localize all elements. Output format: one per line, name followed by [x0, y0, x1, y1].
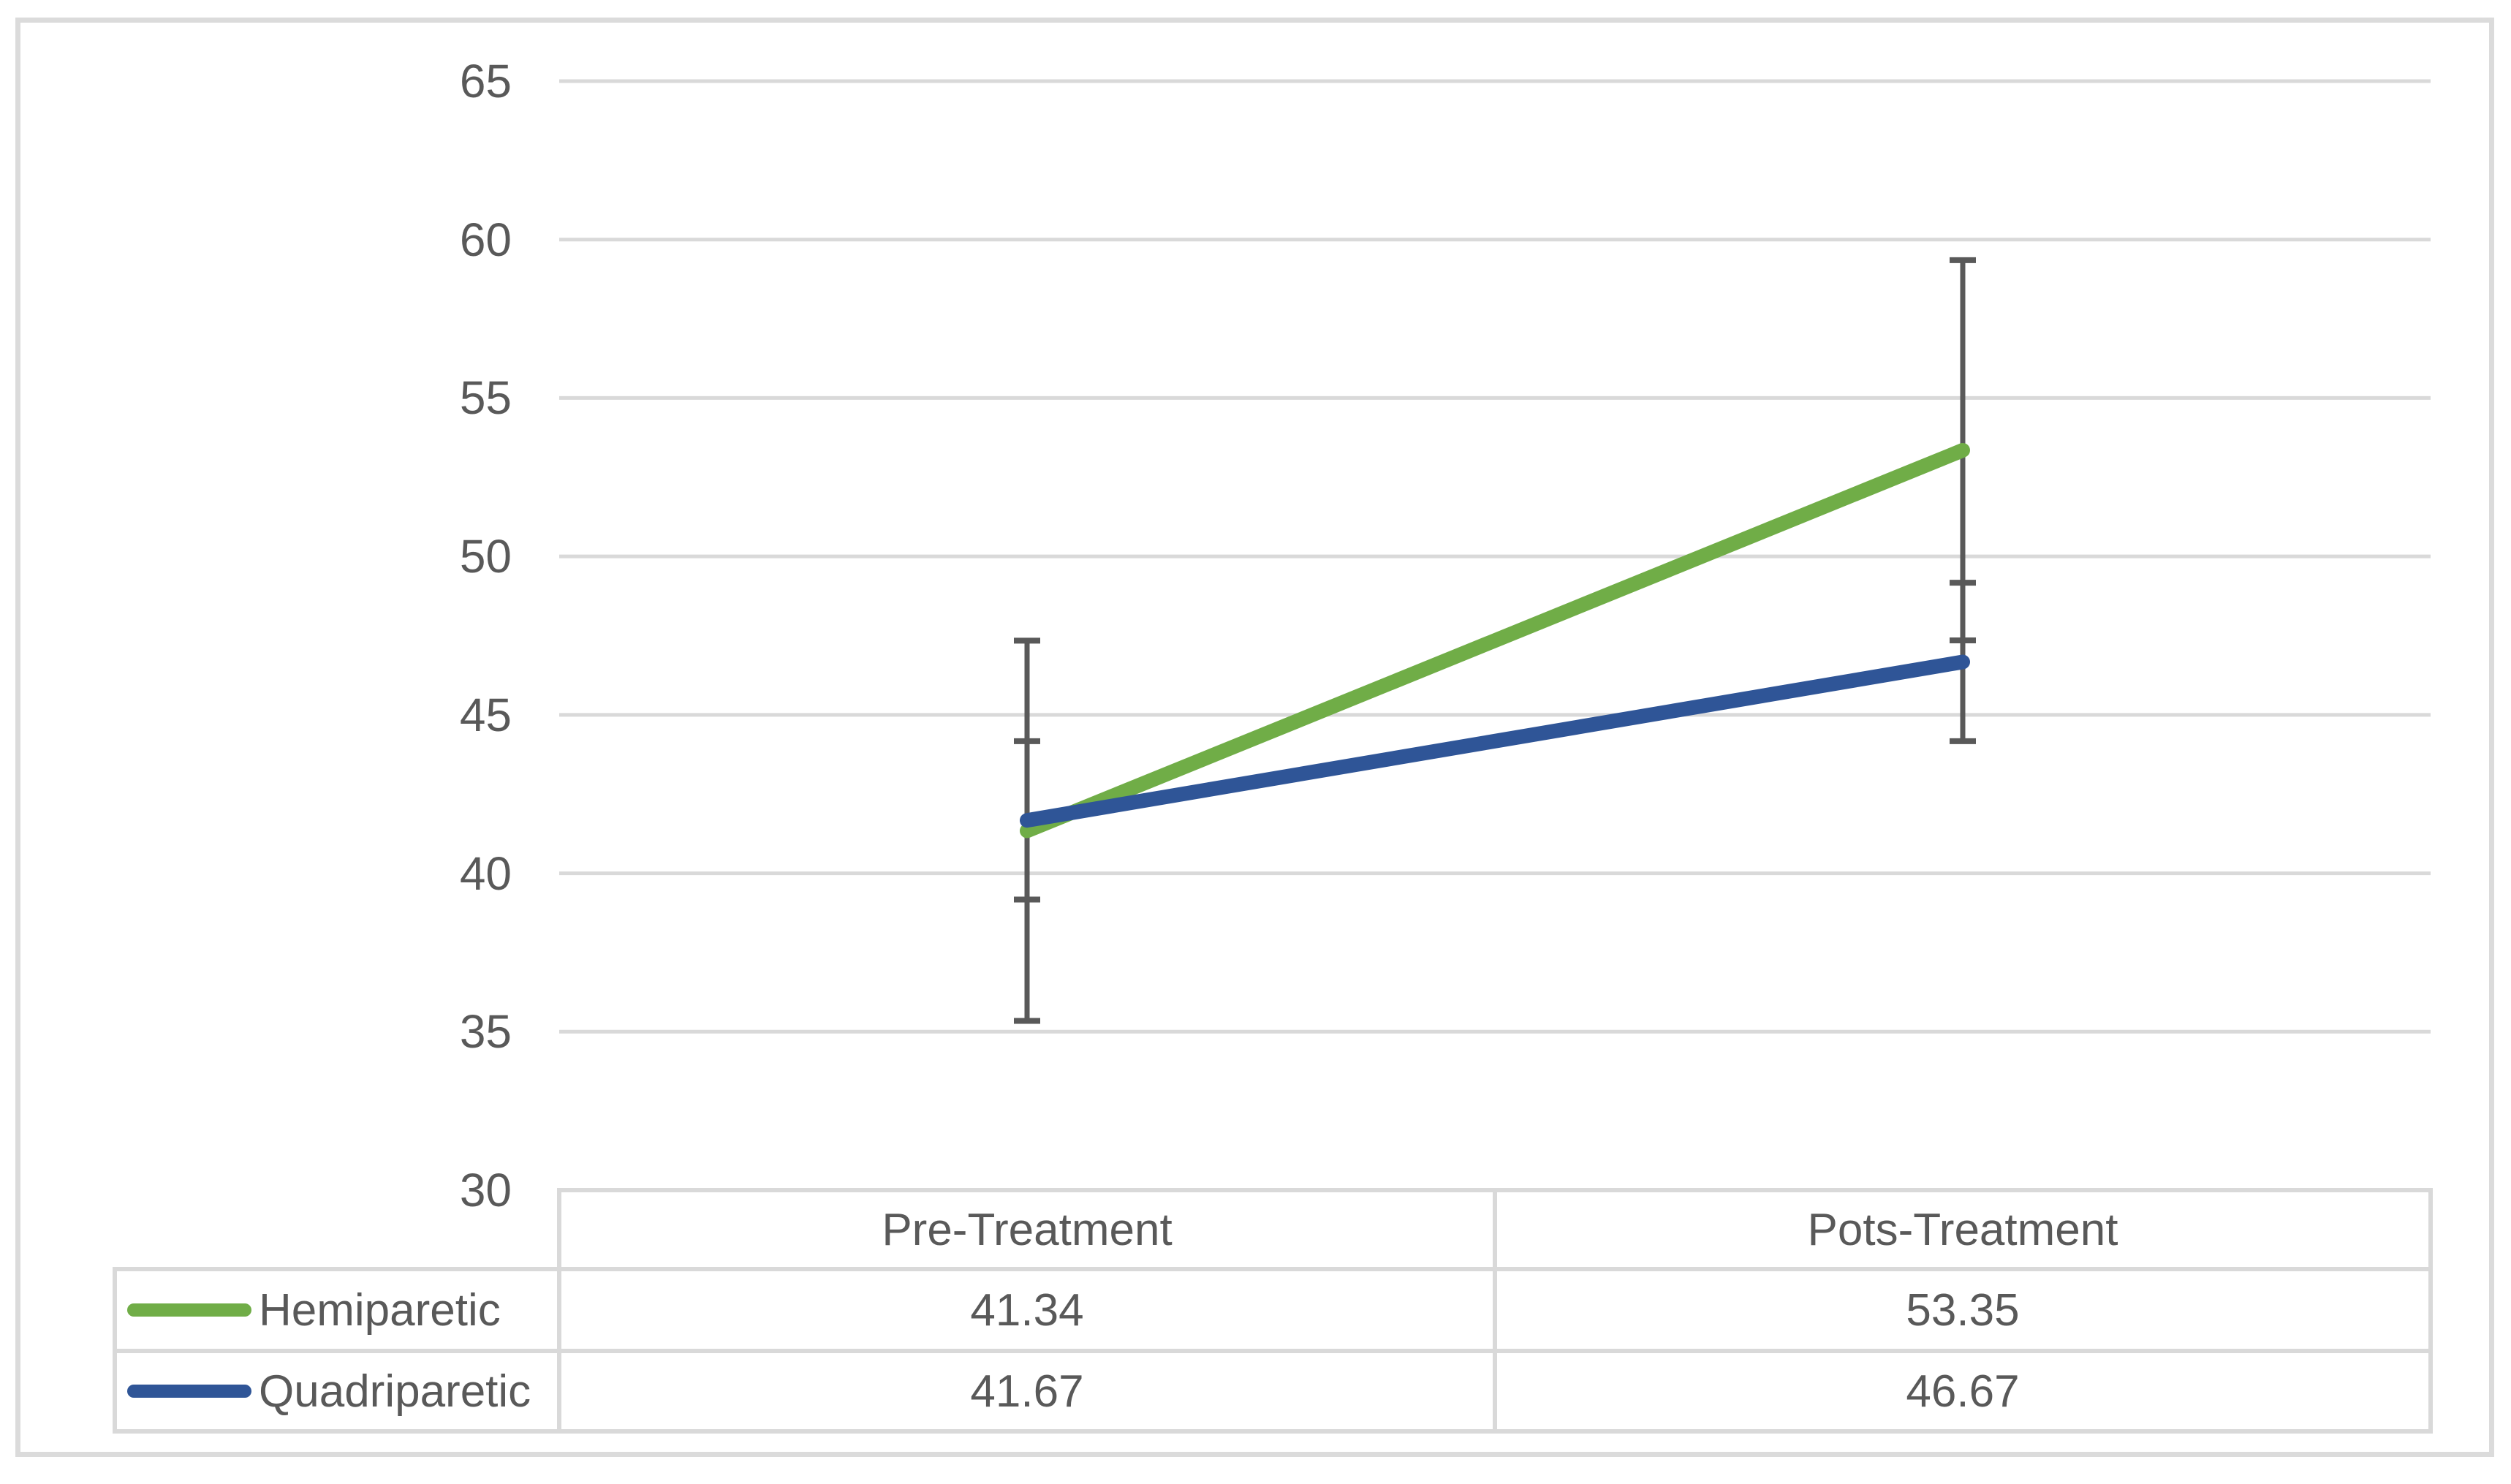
table-border-header-bottom — [115, 1267, 2431, 1271]
y-axis-label-60: 60 — [459, 213, 512, 266]
legend-item-quadriparetic: Quadriparetic — [117, 1353, 557, 1429]
table-border-column-divider — [1493, 1188, 1497, 1434]
table-value-quadriparetic-pre: 41.67 — [970, 1366, 1084, 1417]
hemiparetic-line-swatch — [127, 1303, 251, 1317]
y-axis-label-45: 45 — [459, 688, 512, 741]
series-line-hemiparetic — [1020, 442, 1970, 838]
table-border-row-divider — [115, 1349, 2431, 1353]
y-axis-label-40: 40 — [459, 847, 512, 900]
y-axis-label-30: 30 — [459, 1164, 512, 1216]
table-value-quadriparetic-pots: 46.67 — [1906, 1366, 2020, 1417]
figure-border — [15, 18, 2494, 1457]
series-line-quadriparetic — [1020, 654, 1970, 828]
legend-item-hemiparetic: Hemiparetic — [117, 1271, 557, 1349]
hemiparetic-series-label: Hemiparetic — [259, 1284, 501, 1336]
table-border-right — [2428, 1188, 2433, 1434]
y-axis-label-35: 35 — [459, 1005, 512, 1059]
quadriparetic-line-swatch — [127, 1385, 251, 1398]
table-header-pots-treatment: Pots-Treatment — [1807, 1204, 2118, 1255]
table-border-left — [113, 1267, 117, 1434]
quadriparetic-series-label: Quadriparetic — [259, 1366, 531, 1417]
table-border-legend-divider — [557, 1188, 561, 1434]
y-axis-label-65: 65 — [459, 55, 512, 107]
table-header-pre-treatment: Pre-Treatment — [882, 1204, 1173, 1255]
y-axis-label-50: 50 — [459, 530, 512, 583]
table-value-hemiparetic-pots: 53.35 — [1906, 1284, 2020, 1336]
table-value-hemiparetic-pre: 41.34 — [970, 1284, 1084, 1336]
y-axis-label-55: 55 — [459, 371, 512, 425]
table-border-bottom — [115, 1429, 2431, 1434]
